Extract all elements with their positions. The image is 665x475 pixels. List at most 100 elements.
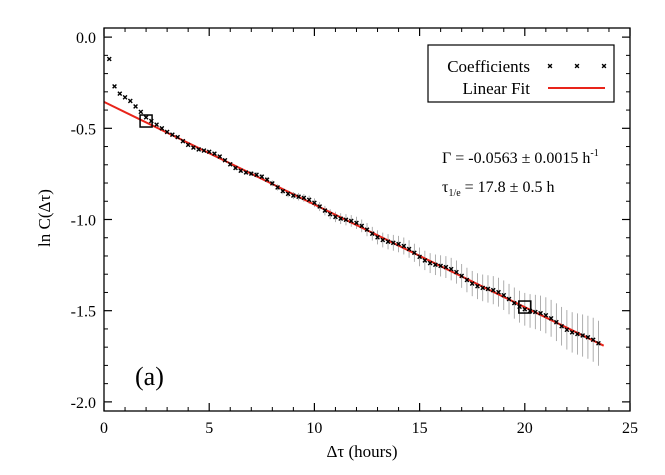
data-point: [475, 283, 480, 289]
data-point: [569, 329, 575, 335]
data-point: [112, 83, 117, 89]
data-point: [422, 258, 428, 263]
data-point: [264, 177, 270, 182]
data-point: [448, 266, 454, 272]
y-tick-label: 0.0: [76, 30, 96, 47]
x-tick-label: 5: [205, 420, 213, 437]
data-point: [154, 122, 159, 128]
data-point: [511, 300, 517, 306]
data-point: [532, 309, 538, 315]
data-point: [275, 185, 280, 190]
data-point: [212, 151, 217, 156]
legend: Coefficients Linear Fit: [427, 44, 615, 103]
legend-label-linear-fit: Linear Fit: [462, 79, 530, 98]
data-point: [564, 327, 570, 333]
data-point: [301, 195, 307, 201]
data-point: [206, 149, 212, 155]
highlight-markers: [139, 114, 532, 314]
data-point: [538, 310, 543, 316]
data-point: [432, 262, 438, 268]
data-point: [127, 98, 133, 104]
data-point: [548, 315, 554, 321]
legend-point: [547, 63, 553, 69]
data-point: [348, 218, 354, 224]
data-point: [380, 237, 386, 243]
data-point: [443, 264, 449, 270]
data-point: [417, 254, 422, 260]
data-point: [585, 334, 591, 340]
data-point: [196, 147, 202, 152]
data-point: [496, 289, 501, 295]
y-tick-label: -1.5: [71, 304, 96, 321]
data-point: [559, 323, 565, 329]
data-point: [406, 246, 412, 252]
highlight-square: [139, 114, 153, 128]
legend-marker-coefficients: [547, 63, 607, 69]
data-point: [590, 337, 596, 343]
data-points: [106, 56, 601, 346]
error-bars: [129, 100, 599, 366]
data-point: [459, 273, 465, 279]
data-point: [522, 306, 528, 312]
data-point: [354, 220, 359, 226]
data-point: [396, 241, 401, 247]
data-point: [306, 197, 312, 203]
data-point: [191, 145, 196, 151]
data-point: [385, 239, 391, 245]
data-point: [175, 134, 181, 140]
data-point: [269, 180, 275, 186]
y-tick-label: -2.0: [71, 395, 96, 412]
gamma-annotation: Γ = -0.0563 ± 0.0015 h-1: [442, 148, 599, 167]
data-point: [169, 132, 175, 138]
data-point: [580, 333, 586, 338]
legend-box: [427, 44, 615, 103]
data-point: [248, 171, 254, 177]
data-point: [138, 109, 144, 115]
data-point: [243, 170, 249, 175]
data-point: [506, 296, 512, 302]
y-axis-ticks: 0.0 -0.5 -1.0 -1.5 -2.0: [71, 30, 630, 412]
data-point: [596, 340, 601, 346]
data-point: [117, 91, 123, 97]
legend-label-coefficients: Coefficients: [447, 57, 530, 76]
data-point: [427, 260, 433, 266]
data-point: [254, 172, 259, 178]
x-tick-label: 15: [412, 420, 428, 437]
data-point: [280, 188, 286, 194]
data-point: [122, 94, 128, 100]
panel-label: (a): [135, 362, 164, 391]
data-point: [485, 286, 491, 292]
data-point: [338, 216, 344, 222]
data-point: [317, 204, 323, 209]
data-point: [333, 214, 338, 220]
data-point: [359, 223, 365, 229]
data-point: [364, 227, 370, 233]
data-point: [454, 269, 459, 275]
tau-annotation: τ1/e = 17.8 ± 0.5 h: [442, 179, 554, 199]
data-point: [312, 200, 317, 206]
data-point: [106, 56, 112, 62]
data-point: [464, 277, 470, 283]
data-point: [575, 331, 580, 337]
data-point: [290, 193, 296, 198]
data-point: [469, 281, 475, 286]
data-point: [322, 208, 328, 213]
data-point: [343, 217, 349, 223]
data-point: [227, 161, 233, 167]
data-point: [296, 194, 302, 200]
x-tick-label: 10: [306, 420, 322, 437]
data-point: [369, 231, 375, 237]
y-tick-label: -0.5: [71, 121, 96, 138]
data-point: [201, 148, 207, 153]
x-axis-ticks: 0 5 10 15 20 25: [100, 28, 638, 437]
data-point: [390, 240, 396, 246]
data-point: [543, 312, 549, 318]
data-point: [143, 114, 149, 120]
data-point: [185, 142, 191, 148]
legend-point: [574, 63, 580, 69]
x-tick-label: 0: [100, 420, 108, 437]
y-tick-label: -1.0: [71, 213, 96, 230]
legend-point: [601, 63, 607, 69]
data-point: [164, 129, 170, 135]
